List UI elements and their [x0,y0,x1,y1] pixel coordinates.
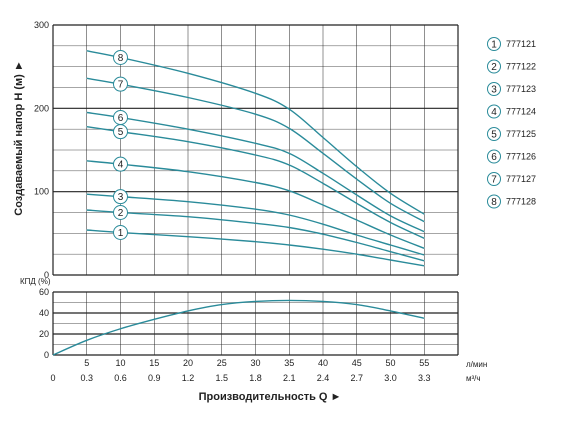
legend-entry-777126: 777126 [506,152,536,162]
curve-marker-label-8: 8 [118,53,124,64]
legend-marker-label-6: 6 [491,152,497,163]
head-y-tick-label: 200 [34,103,49,113]
head-curve-777121 [86,229,425,267]
efficiency-y-tick-label: 0 [44,350,49,360]
x-axis-title: Производительность Q ► [199,391,342,403]
head-curve-777123 [86,193,425,256]
x-tick-lpm-label: 20 [183,358,193,368]
legend-marker-3 [487,82,501,96]
y-axis-title: Создаваемый напор Н (м) ► [13,60,25,215]
lpm-unit-label: л/мин [466,360,487,369]
m3h-unit-label: м³/ч [466,374,481,383]
x-tick-m3h-label: 0.9 [148,373,161,383]
curve-marker-4 [113,156,128,172]
legend-marker-5 [487,127,501,141]
efficiency-y-tick-label: 60 [39,287,49,297]
x-tick-lpm-label: 45 [352,358,362,368]
head-curves [86,50,425,267]
x-tick-lpm-label: 25 [217,358,227,368]
legend-marker-2 [487,59,501,74]
x-tick-lpm-label: 10 [115,358,125,368]
head-curve-777126 [86,111,425,233]
legend-marker-label-2: 2 [491,62,497,73]
curve-marker-8 [113,50,128,65]
curve-marker-label-5: 5 [118,127,124,138]
curve-marker-2 [113,205,128,220]
efficiency-y-tick-label: 40 [39,308,49,318]
legend-entry-777123: 777123 [506,84,536,94]
curve-marker-1 [113,225,128,240]
head-y-tick-label: 300 [34,20,49,30]
x-tick-m3h-label: 2.1 [283,373,296,383]
x-tick-m3h-label: 0 [50,373,55,383]
x-tick-lpm-label: 30 [250,358,260,368]
head-curve-777128 [86,50,425,215]
legend-marker-label-5: 5 [491,130,497,141]
curve-markers: 1 2 3 4 5 6 7 8 [113,50,128,240]
x-tick-m3h-label: 1.2 [182,373,195,383]
legend-marker-label-7: 7 [491,175,497,186]
x-tick-m3h-label: 1.5 [215,373,228,383]
legend-marker-label-1: 1 [491,40,497,51]
legend-entry-777127: 777127 [506,174,536,184]
legend-marker-label-4: 4 [491,107,497,118]
x-tick-m3h-label: 2.4 [317,373,330,383]
x-tick-lpm-label: 50 [385,358,395,368]
head-chart-grid [52,24,459,276]
legend-marker-8 [487,194,501,209]
curve-marker-label-4: 4 [118,160,124,171]
legend-entry-777122: 777122 [506,62,536,72]
x-tick-lpm-label: 5 [84,358,89,368]
efficiency-axis-title: КПД (%) [20,277,51,286]
x-tick-m3h-label: 0.6 [114,373,127,383]
legend-marker-6 [487,149,501,164]
legend-marker-1 [487,37,501,51]
head-curve-777124 [86,160,425,249]
legend-marker-label-3: 3 [491,85,497,96]
efficiency-y-tick-label: 20 [39,329,49,339]
head-y-tick-label: 0 [44,270,49,280]
efficiency-curve [52,299,425,356]
curve-marker-label-6: 6 [118,113,124,124]
curve-marker-label-2: 2 [118,208,124,219]
curve-marker-label-3: 3 [118,192,124,203]
curve-marker-7 [113,76,128,92]
x-tick-lpm-label: 35 [284,358,294,368]
x-tick-m3h-label: 1.8 [249,373,262,383]
x-tick-m3h-label: 3.3 [418,373,431,383]
head-curve-777122 [86,209,425,262]
head-curve-777125 [86,125,425,239]
x-tick-m3h-label: 2.7 [350,373,363,383]
efficiency-chart-grid [52,291,459,356]
head-curve-777127 [86,77,425,223]
legend-entry-777121: 777121 [506,39,536,49]
curve-marker-6 [113,110,128,125]
legend-marker-7 [487,172,501,186]
x-tick-m3h-label: 3.0 [384,373,397,383]
x-tick-lpm-label: 55 [419,358,429,368]
efficiency-curve-group [52,299,425,356]
head-y-tick-label: 100 [34,187,49,197]
legend-entry-777124: 777124 [506,107,536,117]
legend-entry-777125: 777125 [506,129,536,139]
legend-marker-label-8: 8 [491,197,497,208]
legend: 1 777121 2 777122 3 777123 4 777124 5 777125 6 7771… [487,37,536,209]
x-tick-m3h-label: 0.3 [80,373,93,383]
x-tick-lpm-label: 40 [318,358,328,368]
curve-marker-3 [113,189,128,205]
legend-marker-4 [487,104,501,119]
curve-marker-label-1: 1 [118,228,124,239]
curve-marker-label-7: 7 [118,80,124,91]
x-tick-lpm-label: 15 [149,358,159,368]
legend-entry-777128: 777128 [506,197,536,207]
